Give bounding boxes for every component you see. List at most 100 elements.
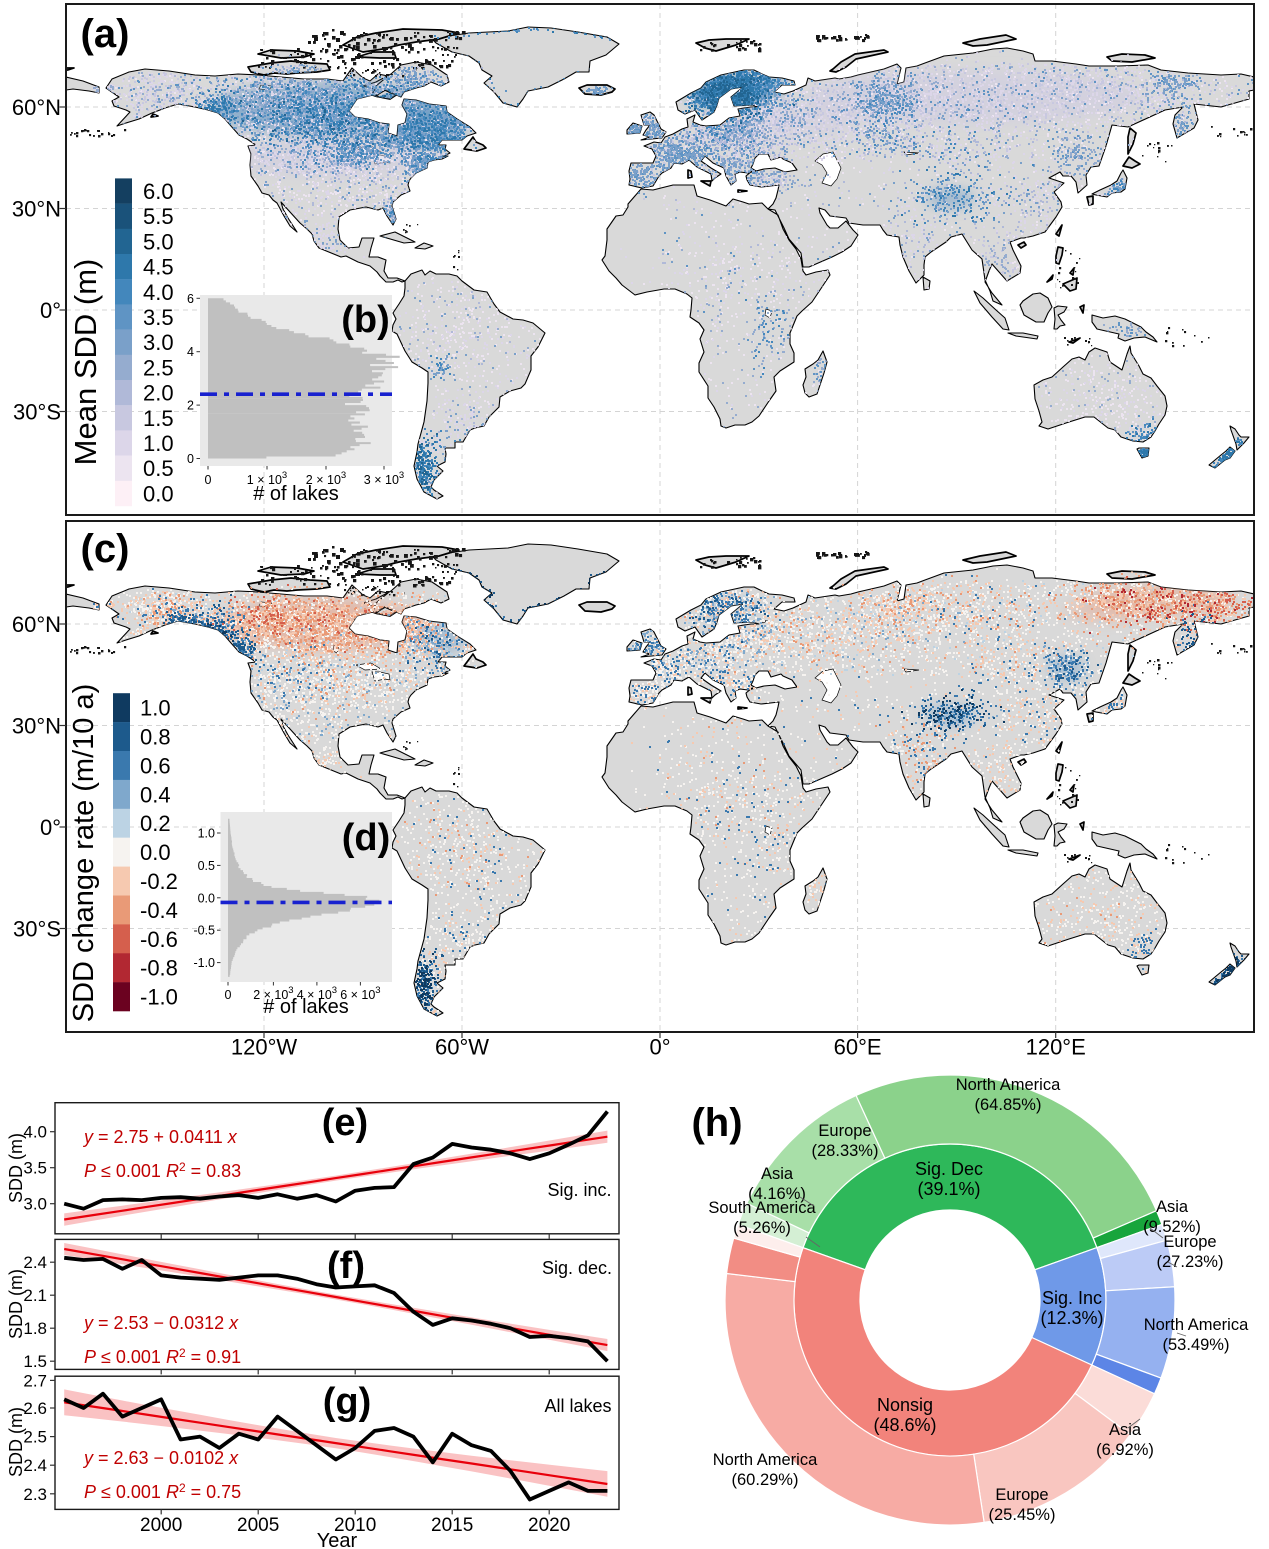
svg-text:30°S: 30°S — [13, 400, 61, 425]
svg-text:2.4: 2.4 — [23, 1456, 47, 1475]
svg-text:Sig. dec.: Sig. dec. — [542, 1258, 612, 1278]
svg-text:3.5: 3.5 — [143, 305, 174, 330]
svg-text:(d): (d) — [342, 817, 391, 859]
svg-text:-0.6: -0.6 — [140, 927, 178, 952]
svg-text:1.8: 1.8 — [23, 1319, 47, 1338]
svg-text:(28.33%): (28.33%) — [812, 1142, 879, 1160]
svg-text:0.5: 0.5 — [143, 456, 174, 481]
svg-text:(12.3%): (12.3%) — [1040, 1308, 1103, 1328]
svg-text:(4.16%): (4.16%) — [748, 1185, 806, 1203]
svg-text:SDD (m): SDD (m) — [6, 1133, 26, 1203]
svg-text:(c): (c) — [81, 527, 130, 571]
svg-text:(5.26%): (5.26%) — [733, 1219, 791, 1237]
svg-text:0.8: 0.8 — [140, 725, 171, 750]
svg-text:South America: South America — [708, 1199, 816, 1217]
svg-text:1.0: 1.0 — [140, 696, 171, 721]
svg-text:0.0: 0.0 — [198, 891, 215, 905]
svg-text:2005: 2005 — [237, 1515, 279, 1536]
svg-text:2: 2 — [187, 399, 194, 413]
svg-text:(6.92%): (6.92%) — [1096, 1441, 1154, 1459]
svg-text:-1.0: -1.0 — [193, 956, 215, 970]
svg-text:Europe: Europe — [818, 1122, 871, 1140]
svg-text:30°N: 30°N — [12, 197, 61, 222]
svg-text:Europe: Europe — [995, 1486, 1048, 1504]
svg-text:2 × 103: 2 × 103 — [306, 470, 346, 487]
svg-text:120°W: 120°W — [231, 1035, 298, 1060]
svg-text:5.0: 5.0 — [143, 229, 174, 254]
svg-text:-1.0: -1.0 — [140, 985, 178, 1010]
svg-text:0.5: 0.5 — [198, 859, 215, 873]
svg-text:All lakes: All lakes — [544, 1396, 611, 1416]
svg-text:2 × 103: 2 × 103 — [253, 985, 293, 1002]
svg-text:y = 2.63 − 0.0102 x: y = 2.63 − 0.0102 x — [82, 1448, 239, 1468]
svg-text:60°W: 60°W — [435, 1035, 489, 1060]
svg-text:4 × 103: 4 × 103 — [297, 985, 337, 1002]
svg-text:120°E: 120°E — [1026, 1035, 1086, 1060]
svg-text:0: 0 — [225, 988, 232, 1002]
svg-text:Sig. Dec: Sig. Dec — [915, 1159, 983, 1179]
svg-text:-0.5: -0.5 — [193, 924, 215, 938]
svg-text:y = 2.75 + 0.0411 x: y = 2.75 + 0.0411 x — [82, 1127, 238, 1147]
svg-text:Asia: Asia — [1156, 1198, 1189, 1216]
svg-text:1.0: 1.0 — [198, 827, 215, 841]
svg-text:2.3: 2.3 — [23, 1485, 47, 1504]
svg-text:SDD change rate (m/10 a): SDD change rate (m/10 a) — [68, 684, 100, 1022]
svg-text:3.0: 3.0 — [143, 330, 174, 355]
svg-text:Sig. inc.: Sig. inc. — [547, 1180, 611, 1200]
svg-text:Year: Year — [317, 1530, 358, 1549]
svg-text:3 × 103: 3 × 103 — [364, 470, 404, 487]
svg-text:(53.49%): (53.49%) — [1163, 1336, 1230, 1354]
svg-text:0°: 0° — [649, 1035, 670, 1060]
svg-text:(g): (g) — [323, 1381, 372, 1423]
svg-text:0°: 0° — [40, 815, 61, 840]
svg-text:4.0: 4.0 — [143, 280, 174, 305]
svg-text:-0.8: -0.8 — [140, 956, 178, 981]
svg-text:4.0: 4.0 — [23, 1123, 47, 1142]
svg-text:P ≤ 0.001 R2 = 0.75: P ≤ 0.001 R2 = 0.75 — [84, 1481, 241, 1502]
svg-text:(b): (b) — [341, 299, 390, 341]
svg-text:4: 4 — [187, 345, 194, 359]
svg-text:(60.29%): (60.29%) — [732, 1471, 799, 1489]
svg-text:2020: 2020 — [528, 1515, 570, 1536]
svg-text:(h): (h) — [691, 1101, 742, 1145]
svg-text:0: 0 — [187, 452, 194, 466]
svg-text:# of lakes: # of lakes — [263, 996, 349, 1018]
svg-text:0.0: 0.0 — [143, 481, 174, 506]
svg-text:-0.2: -0.2 — [140, 869, 178, 894]
svg-text:# of lakes: # of lakes — [253, 483, 339, 505]
svg-text:North America: North America — [956, 1076, 1061, 1094]
svg-text:(e): (e) — [322, 1102, 368, 1144]
svg-text:P ≤ 0.001 R2 = 0.83: P ≤ 0.001 R2 = 0.83 — [84, 1160, 241, 1181]
svg-text:Nonsig: Nonsig — [877, 1395, 933, 1415]
svg-text:60°N: 60°N — [12, 612, 61, 637]
svg-text:1.5: 1.5 — [23, 1352, 47, 1371]
svg-text:Mean SDD (m): Mean SDD (m) — [68, 259, 103, 466]
svg-text:30°S: 30°S — [13, 917, 61, 942]
svg-text:(25.45%): (25.45%) — [989, 1506, 1056, 1524]
svg-text:2015: 2015 — [431, 1515, 473, 1536]
svg-text:6 × 103: 6 × 103 — [340, 985, 380, 1002]
svg-text:1.5: 1.5 — [143, 406, 174, 431]
svg-text:P ≤ 0.001 R2 = 0.91: P ≤ 0.001 R2 = 0.91 — [84, 1346, 241, 1367]
svg-text:0°: 0° — [40, 298, 61, 323]
svg-text:60°N: 60°N — [12, 95, 61, 120]
svg-text:2.5: 2.5 — [23, 1428, 47, 1447]
svg-text:2.5: 2.5 — [143, 355, 174, 380]
svg-text:2.1: 2.1 — [23, 1286, 47, 1305]
svg-text:30°N: 30°N — [12, 714, 61, 739]
svg-text:Sig. Inc: Sig. Inc — [1042, 1288, 1102, 1308]
svg-text:(48.6%): (48.6%) — [873, 1415, 936, 1435]
svg-text:2.6: 2.6 — [23, 1399, 47, 1418]
svg-text:-0.4: -0.4 — [140, 898, 178, 923]
svg-text:Asia: Asia — [1109, 1421, 1142, 1439]
svg-text:1.0: 1.0 — [143, 431, 174, 456]
svg-text:4.5: 4.5 — [143, 255, 174, 280]
svg-text:2000: 2000 — [140, 1515, 182, 1536]
svg-text:1 × 103: 1 × 103 — [247, 470, 287, 487]
svg-text:0: 0 — [205, 473, 212, 487]
svg-text:North America: North America — [713, 1451, 818, 1469]
svg-text:3.5: 3.5 — [23, 1159, 47, 1178]
svg-text:5.5: 5.5 — [143, 204, 174, 229]
svg-text:6.0: 6.0 — [143, 179, 174, 204]
svg-text:2.4: 2.4 — [23, 1253, 47, 1272]
